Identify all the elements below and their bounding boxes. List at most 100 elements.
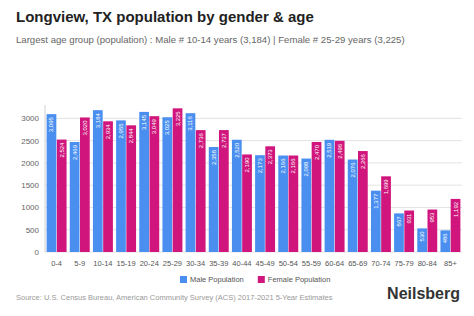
- bar: [47, 114, 57, 252]
- y-tick-label: 1000: [21, 203, 39, 212]
- data-label: 931: [406, 213, 412, 224]
- x-tick-label: 70-74: [371, 259, 390, 268]
- bar: [404, 211, 414, 252]
- bar: [265, 146, 275, 252]
- bar: [209, 147, 219, 252]
- logo: Neilsberg: [387, 285, 460, 302]
- data-label: 2,844: [128, 128, 134, 144]
- data-label: 2,166: [290, 158, 296, 174]
- data-label: 3,095: [48, 116, 54, 132]
- bar: [57, 140, 67, 252]
- data-label: 2,524: [59, 142, 65, 158]
- bar: [103, 121, 113, 252]
- bar: [278, 156, 288, 252]
- data-label: 3,145: [141, 114, 147, 130]
- x-tick-label: 40-44: [232, 259, 251, 268]
- data-label: 2,496: [337, 143, 343, 159]
- bar: [126, 125, 136, 252]
- data-label: 2,470: [314, 144, 320, 160]
- title: Longview, TX population by gender & age: [16, 8, 314, 25]
- x-tick-label: 10-14: [93, 259, 112, 268]
- x-tick-label: 65-69: [348, 259, 367, 268]
- bars: [47, 108, 461, 252]
- data-label: 3,116: [187, 116, 193, 131]
- data-label: 2,955: [118, 123, 124, 139]
- bar: [335, 141, 345, 252]
- x-tick-label: 25-29: [163, 259, 182, 268]
- source: Source: U.S. Census Bureau, American Com…: [16, 293, 333, 302]
- y-tick-label: 3000: [21, 114, 39, 123]
- data-label: 3,025: [164, 120, 170, 136]
- data-label: 2,173: [257, 158, 263, 174]
- data-label: 3,020: [82, 120, 88, 136]
- data-label: 2,166: [280, 158, 286, 174]
- x-tick-label: 35-39: [209, 259, 228, 268]
- bar: [93, 110, 103, 252]
- data-label: 1,377: [373, 193, 379, 209]
- data-label: 2,190: [244, 157, 250, 173]
- x-tick-label: 75-79: [394, 259, 413, 268]
- data-label: 2,358: [211, 149, 217, 165]
- x-tick-label: 55-59: [302, 259, 321, 268]
- data-label: 3,049: [151, 119, 157, 135]
- chart: Longview, TX population by gender & age L…: [0, 0, 474, 316]
- bar: [440, 230, 450, 252]
- data-label: 2,373: [267, 149, 273, 165]
- y-tick-label: 0: [35, 248, 40, 257]
- data-label: 2,098: [303, 161, 309, 177]
- bar: [312, 142, 322, 252]
- legend-swatch: [180, 276, 187, 283]
- data-label: 1,192: [453, 201, 459, 217]
- x-tick-label: 20-24: [140, 259, 159, 268]
- bar: [139, 112, 149, 252]
- data-label: 2,076: [350, 162, 356, 178]
- bar: [242, 154, 252, 252]
- bar: [358, 151, 368, 252]
- bar: [80, 117, 90, 252]
- bar: [301, 159, 311, 252]
- bar: [186, 113, 196, 252]
- x-tick-label: 60-64: [325, 259, 344, 268]
- bar: [116, 120, 126, 252]
- bar: [417, 228, 427, 252]
- bar: [219, 130, 229, 252]
- bar: [232, 140, 242, 252]
- data-label: 867: [396, 216, 402, 227]
- y-tick-label: 1500: [21, 181, 39, 190]
- y-axis-line: [45, 105, 46, 252]
- bar: [381, 176, 391, 252]
- x-tick-label: 80-84: [418, 259, 437, 268]
- x-tick-label: 45-49: [255, 259, 274, 268]
- bar: [255, 155, 265, 252]
- data-label: 3,225: [175, 111, 181, 127]
- legend-swatch: [258, 276, 265, 283]
- data-label: 1,699: [383, 179, 389, 195]
- bar: [451, 199, 461, 252]
- data-label: 3,184: [95, 113, 101, 129]
- bar: [371, 191, 381, 252]
- bar: [394, 213, 404, 252]
- subtitle: Largest age group (population) : Male # …: [16, 34, 405, 45]
- data-label: 2,934: [105, 124, 111, 140]
- data-label: 953: [429, 212, 435, 223]
- bar: [348, 160, 358, 252]
- data-label: 530: [419, 231, 425, 242]
- data-label: 2,519: [326, 142, 332, 158]
- legend-label: Male Population: [190, 275, 244, 284]
- x-tick-label: 0-4: [51, 259, 62, 268]
- legend-label: Female Population: [268, 275, 331, 284]
- y-tick-label: 500: [26, 226, 40, 235]
- x-tick-label: 30-34: [186, 259, 205, 268]
- y-tick-label: 2000: [21, 159, 39, 168]
- x-tick-label: 5-9: [74, 259, 85, 268]
- data-label: 2,266: [360, 153, 366, 169]
- data-label: 2,520: [234, 142, 240, 158]
- bar: [196, 130, 206, 252]
- bar: [70, 142, 80, 252]
- x-tick-label: 50-54: [279, 259, 298, 268]
- x-tick-label: 15-19: [116, 259, 135, 268]
- bar: [428, 210, 438, 252]
- x-tick-label: 85+: [444, 259, 457, 268]
- bar: [173, 108, 183, 252]
- bar: [289, 156, 299, 252]
